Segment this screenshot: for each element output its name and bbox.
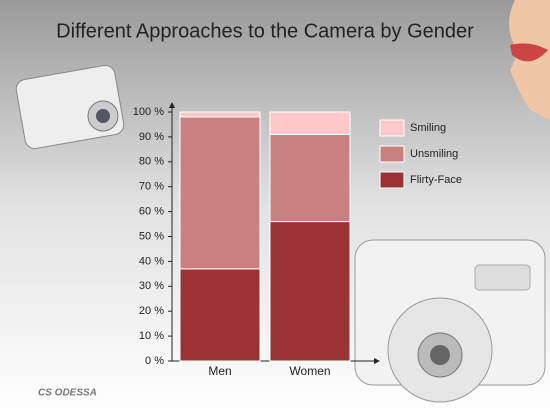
lips [510,43,548,62]
camera-small [15,64,125,150]
y-tick-label: 70 % [139,181,164,193]
legend-label: Unsmiling [410,148,458,160]
legend-label: Smiling [410,122,446,134]
legend-swatch [379,171,405,189]
bar-segment [179,268,261,362]
bar-segment [269,133,351,223]
bar-segment [179,111,261,118]
y-tick-label: 30 % [139,280,164,292]
legend-swatch [379,119,405,137]
legend-label: Flirty-Face [410,174,462,186]
y-tick-label: 20 % [139,305,164,317]
y-tick-label: 60 % [139,206,164,218]
bar-segment [179,116,261,270]
chart-title: Different Approaches to the Camera by Ge… [56,20,474,42]
y-tick-label: 90 % [139,131,164,143]
x-tick-label: Men [208,364,231,378]
bar-segment [269,221,351,362]
y-tick-label: 100 % [133,106,164,118]
y-tick-label: 80 % [139,156,164,168]
y-tick-label: 50 % [139,230,164,242]
x-axis-arrow [374,358,380,364]
camera-large [354,239,546,403]
y-axis-arrow [169,102,175,108]
legend-swatch [379,145,405,163]
y-tick-label: 40 % [139,255,164,267]
logo: CS ODESSA [38,388,97,399]
x-tick-label: Women [289,364,330,378]
y-tick-label: 10 % [139,330,164,342]
y-tick-label: 0 % [145,355,164,367]
bar-segment [269,111,351,135]
